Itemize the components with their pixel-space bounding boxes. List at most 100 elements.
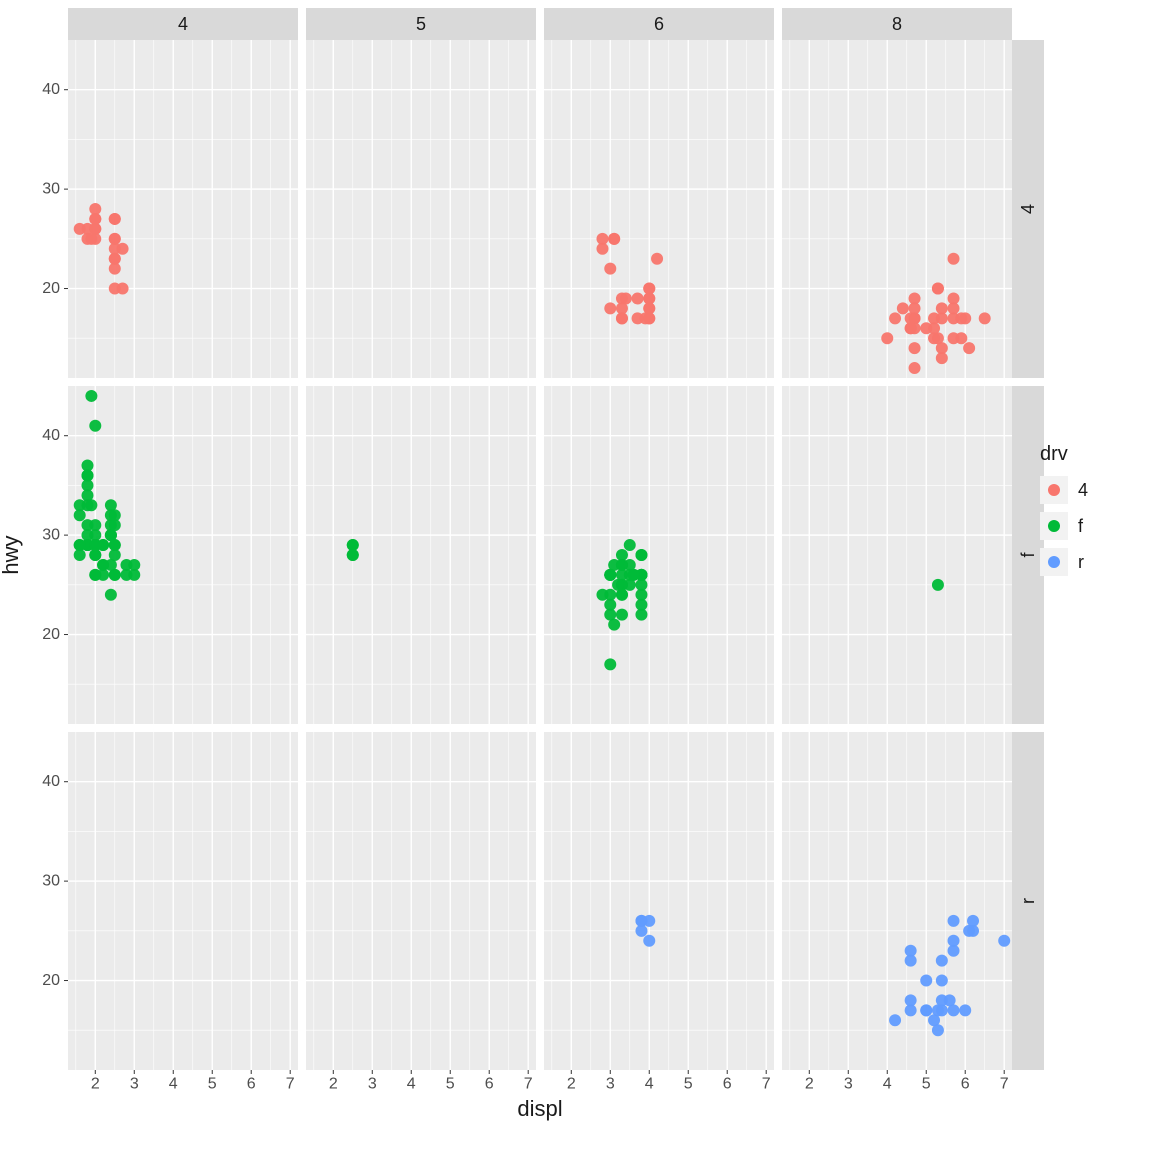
- legend-label: r: [1078, 552, 1084, 572]
- data-point: [955, 312, 967, 324]
- data-point: [905, 322, 917, 334]
- x-tick-label: 6: [485, 1075, 494, 1092]
- panel: [782, 40, 1012, 378]
- x-tick-label: 5: [208, 1075, 217, 1092]
- data-point: [643, 283, 655, 295]
- x-tick-label: 2: [329, 1075, 338, 1092]
- data-point: [97, 559, 109, 571]
- data-point: [89, 569, 101, 581]
- data-point: [85, 499, 97, 511]
- legend-label: f: [1078, 516, 1084, 536]
- x-tick-label: 6: [723, 1075, 732, 1092]
- data-point: [347, 549, 359, 561]
- data-point: [881, 332, 893, 344]
- chart-svg: 45684fr203040203040203040234567234567234…: [0, 0, 1150, 1172]
- data-point: [632, 312, 644, 324]
- data-point: [936, 975, 948, 987]
- data-point: [89, 223, 101, 235]
- data-point: [596, 589, 608, 601]
- data-point: [948, 935, 960, 947]
- data-point: [81, 529, 93, 541]
- x-axis-title: displ: [517, 1096, 562, 1121]
- x-tick-label: 2: [91, 1075, 100, 1092]
- data-point: [109, 539, 121, 551]
- strip-right-label: r: [1018, 898, 1038, 904]
- data-point: [117, 243, 129, 255]
- data-point: [604, 263, 616, 275]
- panel: [544, 40, 774, 378]
- data-point: [608, 233, 620, 245]
- data-point: [936, 352, 948, 364]
- legend-key-point: [1048, 520, 1060, 532]
- data-point: [89, 539, 101, 551]
- strip-top-label: 8: [892, 14, 902, 34]
- y-tick-label: 30: [42, 873, 60, 890]
- data-point: [920, 975, 932, 987]
- x-tick-label: 4: [883, 1075, 892, 1092]
- data-point: [604, 302, 616, 314]
- data-point: [109, 509, 121, 521]
- data-point: [632, 292, 644, 304]
- panel: [544, 732, 774, 1070]
- data-point: [920, 1004, 932, 1016]
- strip-top-label: 5: [416, 14, 426, 34]
- data-point: [635, 599, 647, 611]
- data-point: [897, 302, 909, 314]
- legend-key-point: [1048, 484, 1060, 496]
- data-point: [889, 312, 901, 324]
- x-tick-label: 3: [130, 1075, 139, 1092]
- y-tick-label: 30: [42, 181, 60, 198]
- data-point: [89, 420, 101, 432]
- data-point: [74, 539, 86, 551]
- panel: [68, 732, 298, 1070]
- data-point: [963, 342, 975, 354]
- data-point: [998, 935, 1010, 947]
- data-point: [932, 579, 944, 591]
- y-tick-label: 30: [42, 527, 60, 544]
- data-point: [105, 589, 117, 601]
- y-tick-label: 40: [42, 427, 60, 444]
- data-point: [635, 549, 647, 561]
- data-point: [604, 569, 616, 581]
- strip-right-label: 4: [1018, 204, 1038, 214]
- strip-top-label: 4: [178, 14, 188, 34]
- y-axis-title: hwy: [0, 535, 23, 574]
- data-point: [643, 935, 655, 947]
- data-point: [596, 243, 608, 255]
- data-point: [74, 223, 86, 235]
- data-point: [635, 915, 647, 927]
- data-point: [963, 925, 975, 937]
- data-point: [604, 599, 616, 611]
- panel: [306, 40, 536, 378]
- x-tick-label: 5: [684, 1075, 693, 1092]
- legend-key-point: [1048, 556, 1060, 568]
- x-tick-label: 2: [805, 1075, 814, 1092]
- x-tick-label: 7: [762, 1075, 771, 1092]
- data-point: [948, 1004, 960, 1016]
- legend-title: drv: [1040, 443, 1068, 465]
- panel: [782, 732, 1012, 1070]
- data-point: [612, 579, 624, 591]
- x-tick-label: 3: [844, 1075, 853, 1092]
- data-point: [920, 322, 932, 334]
- data-point: [651, 253, 663, 265]
- data-point: [85, 390, 97, 402]
- x-tick-label: 2: [567, 1075, 576, 1092]
- data-point: [909, 342, 921, 354]
- panel: [306, 386, 536, 724]
- data-point: [948, 253, 960, 265]
- data-point: [604, 658, 616, 670]
- x-tick-label: 3: [368, 1075, 377, 1092]
- data-point: [932, 283, 944, 295]
- data-point: [979, 312, 991, 324]
- x-tick-label: 5: [446, 1075, 455, 1092]
- data-point: [616, 609, 628, 621]
- panel: [782, 386, 1012, 724]
- panel: [68, 40, 298, 378]
- panel: [544, 386, 774, 724]
- data-point: [81, 469, 93, 481]
- data-point: [74, 509, 86, 521]
- panel: [68, 386, 298, 724]
- legend-label: 4: [1078, 480, 1088, 500]
- x-tick-label: 4: [407, 1075, 416, 1092]
